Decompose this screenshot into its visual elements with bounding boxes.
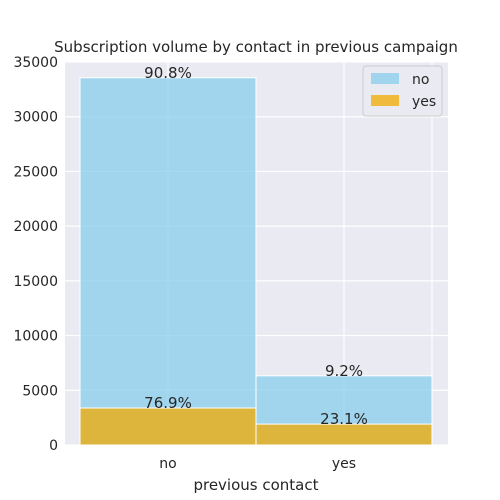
- bar-label-yes-no: 76.9%: [144, 394, 192, 412]
- y-axis-ticks: 0 5000 10000 15000 20000 25000 30000 35000: [13, 55, 58, 454]
- bar-label-yes-yes: 23.1%: [320, 410, 368, 428]
- y-tick-label: 0: [49, 438, 58, 454]
- bar-labels: 90.8% 9.2% 76.9% 23.1%: [144, 64, 368, 428]
- bar-label-no-yes: 9.2%: [325, 362, 363, 380]
- legend-label-yes: yes: [412, 94, 436, 110]
- legend-swatch-no: [371, 73, 399, 84]
- x-axis-label: previous contact: [193, 476, 318, 494]
- x-tick-label: yes: [332, 456, 356, 472]
- y-tick-label: 5000: [22, 383, 58, 399]
- chart-title: Subscription volume by contact in previo…: [54, 38, 458, 56]
- legend-swatch-yes: [371, 95, 399, 106]
- legend: no yes: [362, 65, 443, 117]
- x-axis-ticks: no yes: [159, 456, 356, 472]
- bars: [79, 77, 433, 446]
- bar-yes-no: [79, 407, 257, 446]
- bar-no-no: [79, 77, 257, 446]
- legend-label-no: no: [412, 72, 429, 88]
- y-tick-label: 10000: [13, 329, 58, 345]
- x-tick-label: no: [159, 456, 176, 472]
- y-tick-label: 35000: [13, 55, 58, 71]
- y-tick-label: 25000: [13, 164, 58, 180]
- y-tick-label: 15000: [13, 274, 58, 290]
- y-tick-label: 30000: [13, 110, 58, 126]
- y-tick-label: 20000: [13, 219, 58, 235]
- bar-yes-yes: [255, 423, 433, 446]
- bar-label-no-no: 90.8%: [144, 64, 192, 82]
